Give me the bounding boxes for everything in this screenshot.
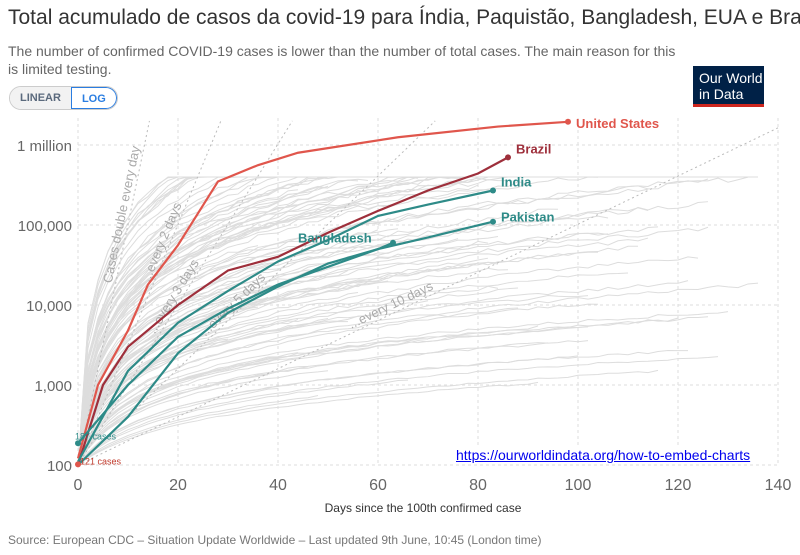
start-marker <box>75 440 81 447</box>
background-country-line <box>78 176 528 466</box>
background-country-line <box>78 251 289 466</box>
background-country-line <box>78 358 279 466</box>
doubling-line <box>78 120 150 466</box>
series-end-marker <box>490 187 496 194</box>
background-country-line <box>78 226 659 466</box>
background-country-line <box>78 240 489 466</box>
series-line-pakistan <box>77 220 494 444</box>
series-end-marker <box>565 118 571 125</box>
background-country-line <box>78 340 589 466</box>
logo-line1: Our World <box>699 70 763 86</box>
background-country-line <box>78 318 299 466</box>
series-line-india <box>77 189 494 463</box>
background-country-line <box>78 208 559 466</box>
background-country-line <box>78 355 579 466</box>
background-country-line <box>78 307 519 466</box>
y-tick-label: 1,000 <box>34 378 72 395</box>
owid-logo[interactable]: Our World in Data <box>693 66 764 107</box>
background-country-line <box>78 381 539 466</box>
background-country-line <box>78 316 709 466</box>
background-country-line <box>78 306 259 466</box>
background-country-line <box>78 303 599 466</box>
background-country-line <box>78 356 719 466</box>
series-line-united-states <box>76 120 569 459</box>
background-country-line <box>78 395 319 466</box>
start-marker <box>75 461 81 468</box>
background-country-line <box>78 178 709 466</box>
logo-line2: in Data <box>699 86 744 102</box>
background-country-line <box>78 238 459 466</box>
background-country-line <box>78 226 709 466</box>
doubling-line <box>78 120 222 466</box>
series-line-brazil <box>76 156 509 466</box>
start-annotation: 121 cases <box>80 456 122 466</box>
x-tick-label: 120 <box>665 477 692 494</box>
background-country-line <box>78 215 609 466</box>
series-label: India <box>501 174 532 189</box>
x-tick-label: 140 <box>765 477 792 494</box>
background-country-line <box>78 204 349 466</box>
background-country-line <box>78 228 399 466</box>
x-tick-label: 40 <box>269 477 287 494</box>
background-country-line <box>78 280 689 466</box>
background-country-line <box>78 317 679 466</box>
log-button[interactable]: LOG <box>70 87 117 109</box>
y-tick-label: 100,000 <box>18 218 72 235</box>
background-country-line <box>78 237 649 466</box>
series-label: Brazil <box>516 141 551 156</box>
background-country-line <box>78 207 649 466</box>
series-label: Pakistan <box>501 210 555 225</box>
background-country-line <box>78 295 589 466</box>
background-country-line <box>78 176 419 466</box>
background-country-line <box>78 176 599 466</box>
background-country-line <box>78 189 299 466</box>
y-tick-label: 1 million <box>17 138 72 155</box>
series-line-bangladesh <box>77 241 394 466</box>
scale-toggle: LINEAR LOG <box>9 86 118 110</box>
series-end-marker <box>390 239 396 246</box>
start-annotation: 187 cases <box>75 431 117 441</box>
background-country-line <box>78 272 629 466</box>
series-end-marker <box>490 218 496 225</box>
background-country-line <box>78 282 249 466</box>
background-country-line <box>78 311 729 466</box>
x-tick-label: 80 <box>469 477 487 494</box>
background-country-line <box>78 369 659 466</box>
background-country-line <box>78 178 369 466</box>
series-end-marker <box>505 154 511 161</box>
linear-button[interactable]: LINEAR <box>10 87 71 109</box>
background-country-line <box>78 282 759 466</box>
background-country-line <box>78 176 678 466</box>
chart-title: Total acumulado de casos da covid-19 par… <box>8 6 800 29</box>
other-countries <box>78 176 759 466</box>
background-country-line <box>78 388 279 466</box>
background-country-line <box>78 300 429 466</box>
embed-link[interactable]: https://ourworldindata.org/how-to-embed-… <box>454 447 753 463</box>
x-tick-label: 20 <box>169 477 187 494</box>
x-tick-label: 100 <box>565 477 592 494</box>
background-country-line <box>78 256 699 466</box>
background-country-line <box>78 342 549 466</box>
background-country-line <box>78 261 499 466</box>
background-country-line <box>78 181 529 466</box>
chart-subtitle: The number of confirmed COVID-19 cases i… <box>8 43 676 77</box>
background-country-line <box>78 179 359 466</box>
y-tick-label: 100 <box>47 458 72 475</box>
background-country-line <box>78 269 349 466</box>
source-note: Source: European CDC – Situation Update … <box>8 533 542 547</box>
background-country-line <box>78 176 489 466</box>
background-country-line <box>78 285 499 466</box>
background-country-line <box>78 185 329 466</box>
background-country-line <box>78 379 409 466</box>
series-label: Bangladesh <box>298 231 372 246</box>
y-tick-label: 10,000 <box>26 298 72 315</box>
x-axis-label: Days since the 100th confirmed case <box>325 501 522 515</box>
x-tick-label: 0 <box>74 477 83 494</box>
x-tick-label: 60 <box>369 477 387 494</box>
background-country-line <box>78 287 519 466</box>
background-country-line <box>78 370 329 466</box>
series-label: United States <box>576 116 659 131</box>
background-country-line <box>78 242 409 466</box>
